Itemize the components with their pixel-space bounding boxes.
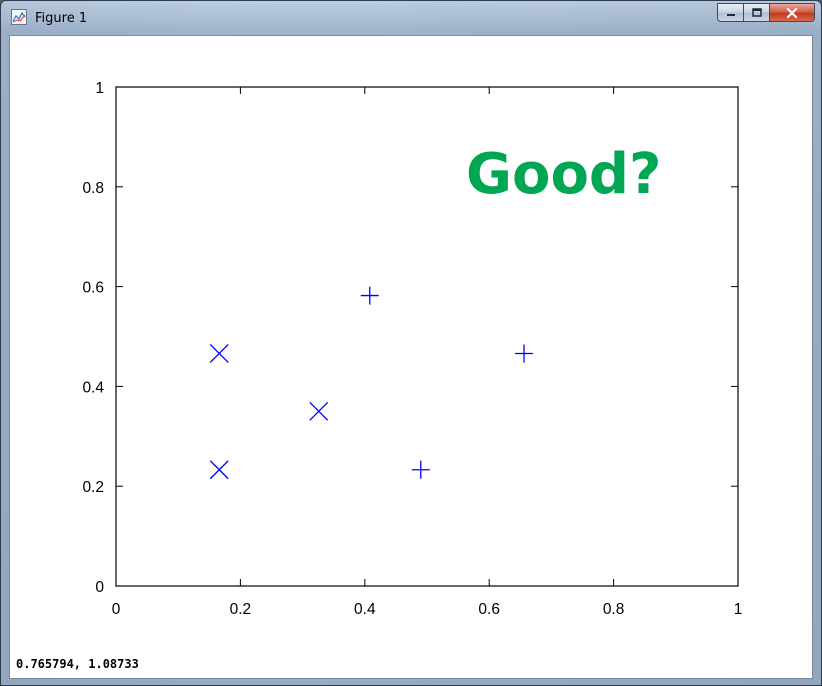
x-marker-point xyxy=(209,460,229,480)
plus-marker-point xyxy=(515,344,534,363)
window-title: Figure 1 xyxy=(35,11,88,26)
x-tick-label: 0.8 xyxy=(603,601,625,618)
x-tick-label: 0 xyxy=(112,601,121,618)
x-tick-label: 0.6 xyxy=(478,601,500,618)
y-tick-label: 0.8 xyxy=(82,180,104,197)
y-tick-label: 1 xyxy=(95,80,104,97)
plus-marker-point xyxy=(360,286,379,305)
y-tick-label: 0.6 xyxy=(82,280,104,297)
close-icon xyxy=(786,7,798,18)
cursor-coordinates: 0.765794, 1.08733 xyxy=(16,657,139,671)
scatter-plot[interactable]: 0 0.2 0.4 0.6 0.8 1 0 0.2 0.4 0.6 0.8 1 xyxy=(10,36,812,678)
minimize-button[interactable] xyxy=(717,3,743,22)
plus-marker-point xyxy=(411,460,430,479)
y-tick-label: 0.4 xyxy=(82,379,104,396)
x-tick-label: 0.2 xyxy=(230,601,252,618)
x-marker-point xyxy=(209,344,229,363)
close-button[interactable] xyxy=(769,3,815,22)
x-tick-label: 1 xyxy=(734,601,743,618)
x-marker-point xyxy=(309,401,329,421)
y-tick-label: 0 xyxy=(95,579,104,596)
annotation-text: Good? xyxy=(466,142,662,207)
figure-app-icon xyxy=(11,9,27,25)
plot-axes-box xyxy=(115,86,739,587)
minimize-icon xyxy=(726,13,735,16)
maximize-icon xyxy=(751,7,762,17)
maximize-button[interactable] xyxy=(743,3,769,22)
x-tick-label: 0.4 xyxy=(354,601,376,618)
title-bar[interactable]: Figure 1 xyxy=(1,1,821,34)
figure-canvas-area[interactable]: 0 0.2 0.4 0.6 0.8 1 0 0.2 0.4 0.6 0.8 1 Good? 0.765… xyxy=(9,35,813,679)
y-tick-label: 0.2 xyxy=(82,479,104,496)
window-controls xyxy=(717,3,815,23)
